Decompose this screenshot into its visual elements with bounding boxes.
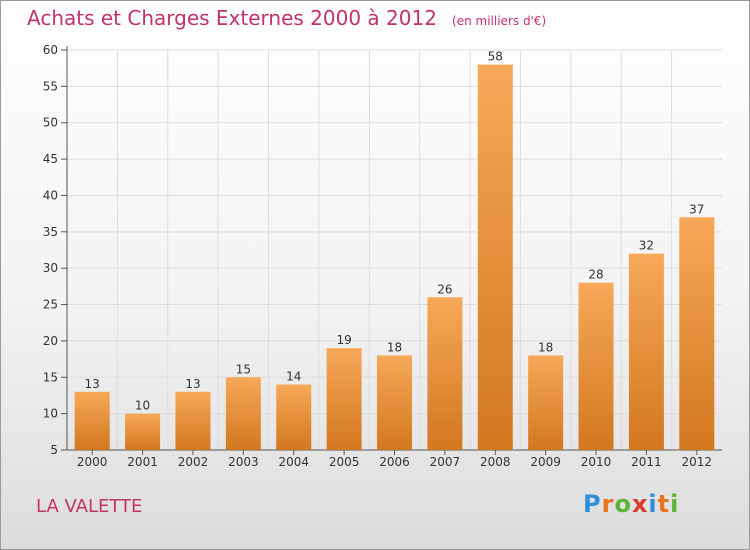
bar: [377, 355, 412, 450]
bar: [628, 253, 664, 450]
logo-letter: o: [614, 490, 632, 518]
grid-lines: [67, 49, 722, 450]
x-tick-label: 2004: [278, 455, 309, 469]
x-tick-label: 2002: [178, 455, 209, 469]
x-tick-label: 2012: [682, 455, 713, 469]
location-label: LA VALETTE: [36, 496, 143, 517]
y-tick-label: 55: [43, 79, 58, 93]
y-tick-label: 20: [43, 334, 58, 348]
y-tick-label: 50: [43, 116, 58, 130]
x-tick-label: 2003: [228, 455, 259, 469]
data-label: 15: [236, 362, 251, 376]
labels: 2000 13 2001 10 2002 13 2003 15 2004 14 2005 19 2006…: [77, 50, 712, 469]
data-label: 26: [437, 282, 452, 296]
proxiti-logo: Proxiti: [583, 490, 679, 518]
y-tick-label: 30: [43, 261, 58, 275]
x-tick-label: 2001: [127, 455, 158, 469]
x-tick-label: 2010: [581, 455, 612, 469]
y-tick-label: 10: [43, 407, 58, 421]
x-tick-label: 2000: [77, 455, 108, 469]
chart-header: Achats et Charges Externes 2000 à 2012 (…: [27, 6, 546, 30]
chart-title: Achats et Charges Externes 2000 à 2012: [27, 6, 437, 30]
data-label: 13: [85, 377, 100, 391]
bar: [125, 413, 161, 450]
chart-subtitle: (en milliers d'€): [452, 14, 547, 28]
logo-letter: x: [631, 490, 649, 518]
x-tick-label: 2006: [379, 455, 410, 469]
data-label: 14: [286, 370, 301, 384]
x-tick-label: 2007: [430, 455, 461, 469]
data-label: 28: [588, 268, 603, 282]
bar: [326, 348, 362, 450]
bar: [225, 377, 261, 450]
y-tick-label: 60: [43, 43, 58, 57]
bar: [679, 217, 715, 450]
bars: [74, 64, 715, 450]
logo-letter: i: [670, 490, 680, 518]
y-tick-label: 5: [50, 443, 58, 457]
y-tick-label: 35: [43, 225, 58, 239]
logo-letter: t: [657, 490, 671, 518]
data-label: 18: [387, 340, 402, 354]
data-label: 37: [689, 202, 704, 216]
data-label: 32: [639, 239, 654, 253]
bar: [427, 297, 463, 450]
x-tick-label: 2009: [530, 455, 561, 469]
bar: [175, 391, 211, 450]
bar: [477, 64, 513, 450]
x-tick-label: 2008: [480, 455, 511, 469]
data-label: 58: [488, 50, 503, 64]
logo-letter: P: [583, 490, 602, 518]
data-label: 10: [135, 399, 150, 413]
y-tick-label: 40: [43, 188, 58, 202]
data-label: 18: [538, 340, 553, 354]
data-label: 13: [185, 377, 200, 391]
data-label: 19: [336, 333, 351, 347]
bar: [74, 391, 110, 450]
bar: [276, 384, 312, 450]
bar: [578, 282, 614, 450]
y-tick-label: 45: [43, 152, 58, 166]
logo-letter: r: [601, 490, 615, 518]
logo-letter: i: [648, 490, 658, 518]
x-tick-label: 2011: [631, 455, 662, 469]
x-tick-label: 2005: [329, 455, 360, 469]
y-tick-label: 15: [43, 370, 58, 384]
bar: [528, 355, 564, 450]
y-tick-label: 25: [43, 298, 58, 312]
